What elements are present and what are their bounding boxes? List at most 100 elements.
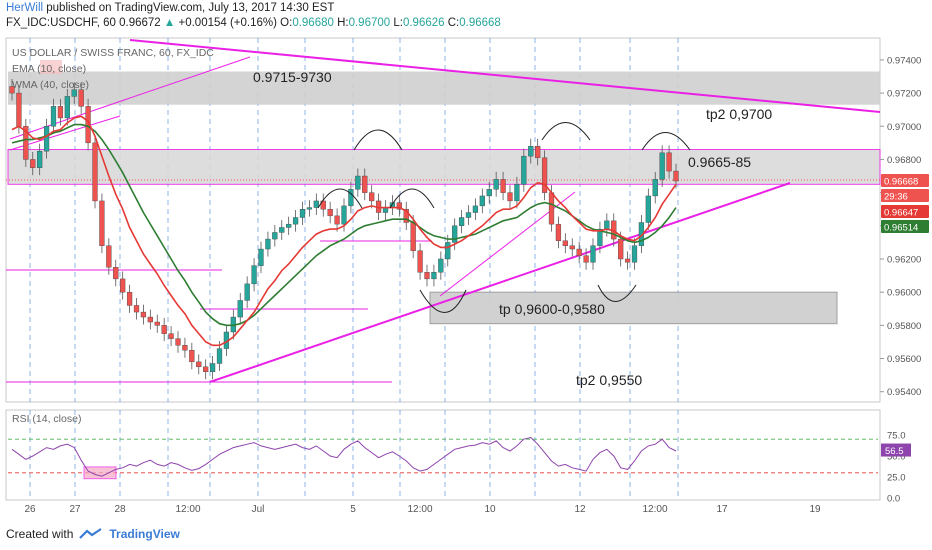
chart-annotation: 0.9715-9730 [253,69,332,85]
ascending-trendline [209,182,791,383]
change-text: +0.00154 (+0.16%) [178,17,277,29]
candle-body [465,212,472,218]
author-link[interactable]: HerWill [6,2,44,14]
chart-annotation: tp 0,9600-0,9580 [499,301,605,317]
resistance-zone [8,71,880,105]
candle-body [168,333,174,339]
symbol-header: FX_IDC:USDCHF, 60 0.96672 ▲ +0.00154 (+0… [6,17,501,29]
pattern-top-arc [641,132,691,151]
candle-body [251,265,257,285]
candle-body [279,227,285,233]
candle-body [313,200,319,208]
publish-header: HerWill published on TradingView.com, Ju… [6,2,334,14]
candle-body [631,245,638,263]
footer: Created with TradingView [6,527,180,541]
legend-ema: EMA (10, close) [12,63,86,75]
candle-body [272,232,278,240]
price-badge-label: 0.96647 [884,208,918,219]
price-tick-label: 0.96200 [887,254,921,265]
rsi-tick-label: 25.0 [887,473,906,484]
candle-body [417,250,423,273]
candle-body [50,106,57,127]
candle-body [71,89,77,97]
price-tick-label: 0.95800 [887,321,921,332]
candle-body [99,200,105,246]
open-label: O: [280,17,293,29]
price-tick-label: 0.95400 [887,387,921,398]
tradingview-logo-icon [79,528,102,539]
legend-title: US DOLLAR / SWISS FRANC, 60, FX_IDC [12,47,214,59]
candle-body [126,291,133,306]
candle-body [292,217,299,225]
candle-body [583,255,589,263]
rsi-tick-label: 50.0 [887,452,906,463]
candle-body [106,245,112,268]
candle-body [528,145,534,157]
chart-annotation: 0.9665-85 [688,154,751,170]
candle-body [196,361,202,368]
candle-body [521,155,527,185]
candle-body [424,272,430,280]
wma-line [11,123,677,327]
candle-body [645,195,651,223]
candle-body [555,223,562,241]
candle-body [209,363,216,372]
open-value: 0.96680 [292,17,334,29]
candle-body [500,179,506,193]
candle-body [92,142,98,202]
candle-body [624,258,631,263]
candle-body [348,189,354,207]
time-tick-label: 28 [114,504,126,515]
rsi-badge-label: 56.5 [885,446,904,457]
candle-body [493,179,499,190]
time-tick-label: 26 [24,504,36,515]
time-tick-label: 12:00 [407,504,432,515]
legend-wma: WMA (40, close) [12,79,89,91]
candle-body [161,325,167,334]
candle-body [341,205,347,225]
candle-body [237,300,243,318]
candle-body [23,126,29,160]
time-tick-label: Jul [252,504,265,515]
rsi-pane-border [5,409,881,501]
price-tick-label: 0.96800 [887,155,921,166]
candle-body [659,152,665,180]
candle-body [369,192,375,202]
candle-body [562,240,568,246]
candle-body [258,248,264,266]
price-tick-label: 0.97400 [887,55,921,66]
candle-body [445,242,451,260]
time-tick-label: 17 [716,504,728,515]
pattern-top-arc [541,122,591,141]
price-tick-label: 0.97200 [887,89,921,100]
price-badge-label: 0.96668 [884,177,918,188]
candle-body [320,200,326,210]
candle-body [265,238,271,250]
candle-body [541,157,548,193]
candle-body [299,209,306,218]
time-tick-label: 19 [809,504,821,515]
candle-body [57,106,64,119]
candle-body [514,184,520,202]
candle-body [327,209,333,217]
tradingview-brand[interactable]: TradingView [109,527,180,541]
legend-rsi: RSI (14, close) [12,413,81,425]
candle-body [410,222,416,251]
price-badge-label: 29:36 [884,192,908,203]
candle-body [64,96,70,119]
candle-body [604,220,610,230]
candle-body [355,175,361,190]
candle-body [396,202,402,210]
candle-body [438,258,444,273]
candle-body [334,215,340,225]
target-zone [429,291,838,325]
pattern-bottom-arc [419,289,467,313]
symbol-text: FX_IDC:USDCHF, 60 [6,17,116,29]
candle-body [535,145,541,158]
pattern-bottom-arc [597,284,637,302]
price-tick-label: 0.95600 [887,354,921,365]
change-up-icon: ▲ [163,17,176,29]
legend-ema-swatch [40,60,62,74]
candle-body [16,92,22,127]
